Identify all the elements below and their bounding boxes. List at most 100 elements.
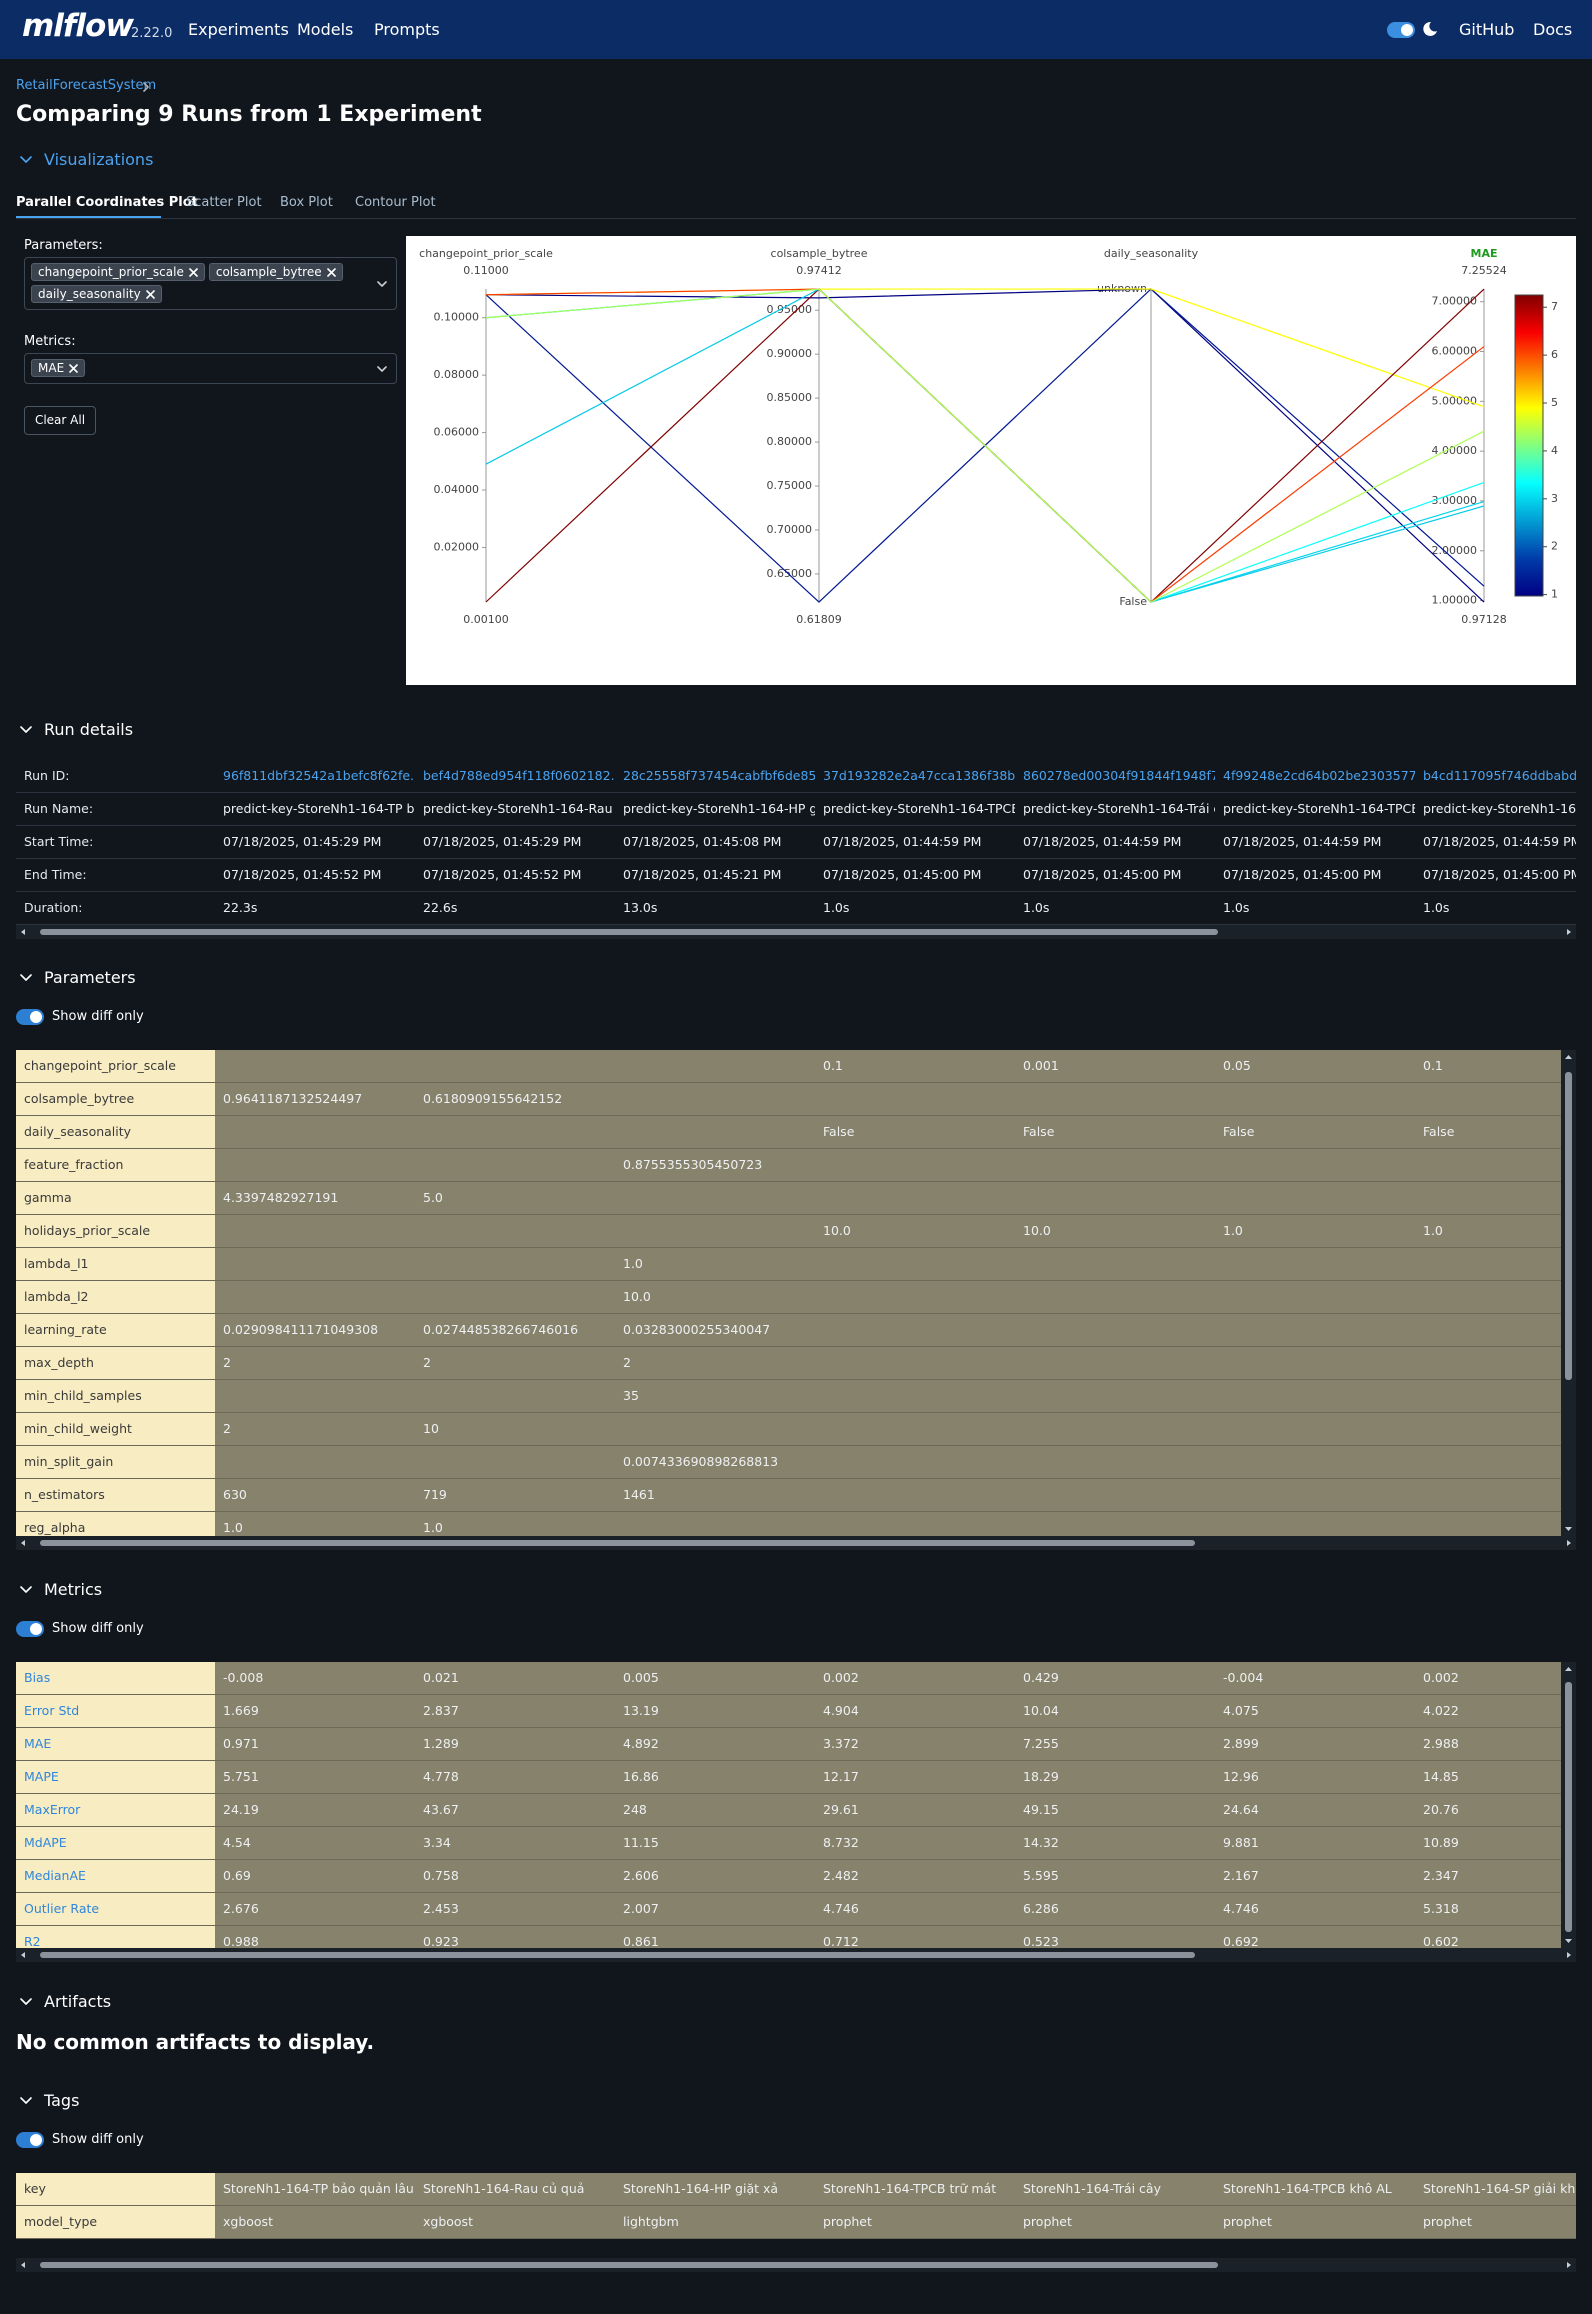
logo[interactable]: mlflow [22, 8, 134, 44]
scroll-thumb[interactable] [40, 929, 1218, 935]
chip[interactable]: daily_seasonality [31, 285, 162, 303]
tab[interactable]: Box Plot [280, 195, 333, 210]
axis-range-label: 0.97412 [796, 264, 842, 277]
h-scrollbar[interactable] [16, 1536, 1576, 1550]
table-cell[interactable]: 37d193282e2a47cca1386f38b... [823, 768, 1015, 783]
theme-toggle[interactable] [1387, 22, 1415, 38]
diff-toggle[interactable] [16, 2132, 44, 2148]
diff-toggle[interactable] [16, 1621, 44, 1637]
table-cell: 1.0 [623, 1256, 643, 1271]
table-cell: StoreNh1-164-TPCB trữ mát [823, 2181, 997, 2196]
collapse-chevron [20, 1586, 32, 1593]
table-cell: 0.007433690898268813 [623, 1454, 779, 1469]
table-cell: 0.03283000255340047 [623, 1322, 771, 1337]
chip[interactable]: changepoint_prior_scale [31, 263, 205, 281]
toggle-label: Show diff only [52, 2132, 144, 2147]
page-title: Comparing 9 Runs from 1 Experiment [16, 102, 482, 127]
row-label[interactable]: MAPE [16, 1761, 215, 1793]
row-label: Start Time: [24, 834, 94, 849]
run_details-table: Run ID: 96f811dbf32542a1befc8f62fe... bef4… [16, 760, 1576, 925]
table-cell: 0.002 [1423, 1670, 1459, 1685]
section-heading[interactable]: Artifacts [44, 1992, 112, 2011]
row-label[interactable]: Bias [16, 1662, 215, 1694]
table-cell: 07/18/2025, 01:45:00 PM [1023, 867, 1182, 882]
table-cell: 4.904 [823, 1703, 859, 1718]
row-label[interactable]: MaxError [16, 1794, 215, 1826]
v-scrollbar[interactable] [1561, 1662, 1576, 1948]
header-link[interactable]: GitHub [1459, 20, 1515, 39]
table-cell[interactable]: 28c25558f737454cabfbf6de85... [623, 768, 815, 783]
row-label[interactable]: MdAPE [16, 1827, 215, 1859]
tab[interactable]: Scatter Plot [186, 195, 262, 210]
section-heading[interactable]: Parameters [44, 968, 136, 987]
h-scrollbar[interactable] [16, 2258, 1576, 2272]
section-heading[interactable]: Run details [44, 720, 134, 739]
header-link[interactable]: Docs [1533, 20, 1573, 39]
row-label[interactable]: Outlier Rate [16, 1893, 215, 1925]
row-label[interactable]: Error Std [16, 1695, 215, 1727]
row-label[interactable]: MAE [16, 1728, 215, 1760]
section-heading[interactable]: Tags [44, 2091, 80, 2110]
table-row: MaxError 24.19 43.67 248 29.61 49.15 24.64 20.7… [16, 1794, 1561, 1827]
axis-tick-label: 1.00000 [1432, 594, 1478, 607]
nav-link[interactable]: Experiments [188, 20, 289, 39]
scroll-thumb[interactable] [1565, 1682, 1572, 1932]
chip[interactable]: MAE [31, 359, 86, 377]
h-scrollbar[interactable] [16, 1948, 1576, 1962]
scroll-thumb[interactable] [40, 1952, 1195, 1958]
v-scrollbar[interactable] [1561, 1050, 1576, 1536]
row-label: changepoint_prior_scale [16, 1050, 215, 1082]
tab[interactable]: Contour Plot [355, 195, 436, 210]
table-cell: 1.0 [223, 1520, 243, 1535]
chip-list: MAE [31, 359, 361, 377]
icon-path [1565, 1667, 1572, 1671]
table-cell[interactable]: b4cd117095f746ddbabd1a [1423, 768, 1576, 783]
diff-toggle[interactable] [16, 1009, 44, 1025]
table-cell[interactable]: 860278ed00304f91844f1948f7... [1023, 768, 1215, 783]
table-row: key StoreNh1-164-TP bảo quản lâu StoreNh1-… [16, 2173, 1576, 2206]
table-row: min_split_gain 0.007433690898268813 [16, 1446, 1561, 1479]
table-cell[interactable]: bef4d788ed954f118f0602182... [423, 768, 615, 783]
table-cell[interactable]: 96f811dbf32542a1befc8f62fe... [223, 768, 415, 783]
table-cell: 0.027448538266746016 [423, 1322, 579, 1337]
run-line [485, 288, 1485, 408]
axis-title: colsample_bytree [771, 247, 868, 260]
table-row: min_child_samples 35 [16, 1380, 1561, 1413]
nav-link[interactable]: Models [297, 20, 354, 39]
row-label: Duration: [24, 900, 83, 915]
clear-button[interactable]: Clear All [24, 406, 96, 435]
table-row: gamma 4.3397482927191 5.0 [16, 1182, 1561, 1215]
icon-path [377, 365, 387, 372]
axis-tick-label: 0.65000 [767, 567, 813, 580]
table-cell: prophet [1223, 2214, 1272, 2229]
table-cell: 0.001 [1023, 1058, 1059, 1073]
scroll-thumb[interactable] [1565, 1072, 1572, 1380]
icon-path [1567, 1540, 1571, 1546]
toggle-label: Show diff only [52, 1009, 144, 1024]
nav-link[interactable]: Prompts [374, 20, 440, 39]
table-cell: 0.9641187132524497 [223, 1091, 363, 1106]
axis-tick-label: 0.02000 [434, 540, 480, 553]
breadcrumb[interactable]: RetailForecastSystem [16, 78, 157, 93]
tab[interactable]: Parallel Coordinates Plot [16, 195, 198, 210]
table-cell: False [1223, 1124, 1255, 1139]
table-row: learning_rate 0.029098411171049308 0.02744… [16, 1314, 1561, 1347]
icon-path [20, 1586, 32, 1593]
section-heading[interactable]: Visualizations [44, 150, 154, 169]
axis-tick-label: 0.06000 [434, 426, 480, 439]
scroll-thumb[interactable] [40, 2262, 1218, 2268]
scroll-thumb[interactable] [40, 1540, 1195, 1546]
h-scrollbar[interactable] [16, 925, 1576, 939]
axis-tick-label: 4.00000 [1432, 444, 1478, 457]
icon-path [1565, 1055, 1572, 1059]
table-cell: 10.89 [1423, 1835, 1459, 1850]
multi-select[interactable]: MAE [24, 353, 397, 384]
row-label[interactable]: R2 [16, 1926, 215, 1948]
table-cell: 4.54 [223, 1835, 251, 1850]
version: 2.22.0 [131, 26, 173, 41]
table-cell[interactable]: 4f99248e2cd64b02be2303577... [1223, 768, 1415, 783]
chip[interactable]: colsample_bytree [208, 263, 343, 281]
row-label[interactable]: MedianAE [16, 1860, 215, 1892]
section-heading[interactable]: Metrics [44, 1580, 103, 1599]
